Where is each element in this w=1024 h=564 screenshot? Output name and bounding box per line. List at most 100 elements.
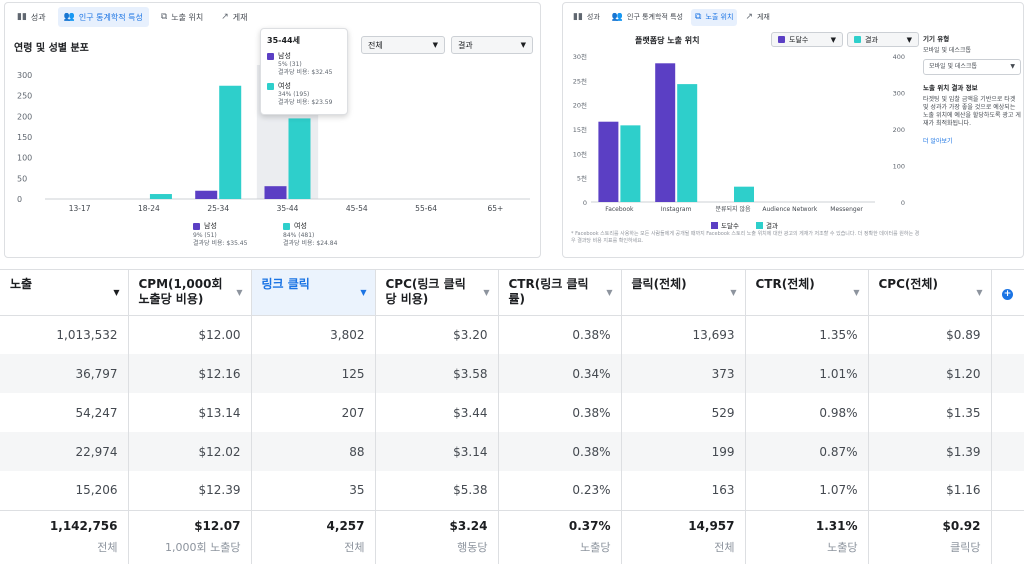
sort-caret-icon[interactable]: ▼ [113,288,120,297]
total-cell: $0.92 클릭당 [868,509,992,564]
empty-cell [991,393,1024,432]
table-cell: 0.38% [498,432,622,471]
male-swatch [193,222,200,230]
plus-circle-icon[interactable]: + [1002,289,1013,300]
bar-chart-icon: ▮▮ [17,12,27,22]
table-cell: 54,247 [0,393,129,432]
chevron-down-icon: ▼ [1010,63,1015,70]
table-cell: $3.58 [375,354,499,393]
trend-icon: ↗ [221,12,229,22]
total-cell: 4,257 전체 [251,509,376,564]
y-tick-label-left: 20천 [573,101,587,110]
total-value: 0.37% [568,518,611,533]
table-row[interactable]: 22,974 $12.02 88 $3.14 0.38% 199 0.87% $1.39 [0,432,1024,471]
tab-performance[interactable]: ▮▮ 성과 [17,12,46,22]
table-row[interactable]: 15,206 $12.39 35 $5.38 0.23% 163 1.07% $1.16 [0,471,1024,510]
bar-chart-icon: ▮▮ [573,12,583,22]
table-row[interactable]: 1,013,532 $12.00 3,802 $3.20 0.38% 13,693 1.35… [0,315,1024,354]
col-header-cpc-all[interactable]: CPC(전체) ▼ [868,270,992,316]
bar-female [219,85,242,199]
device-select[interactable]: 모바일 및 데스크톱 ▼ [923,59,1021,75]
reach-dropdown[interactable]: 도달수 ▼ [771,32,843,47]
total-label: 노출당 [580,540,611,554]
chart-title: 플랫폼당 노출 위치 [635,36,700,45]
table-row[interactable]: 36,797 $12.16 125 $3.58 0.34% 373 1.01% $1.20 [0,354,1024,393]
table-cell: 207 [251,393,376,432]
female-swatch [283,222,290,230]
total-label: 전체 [344,540,365,554]
col-header-cpc-link[interactable]: CPC(링크 클릭당 비용) ▼ [375,270,499,316]
table-cell: 3,802 [251,315,376,354]
tab-performance[interactable]: ▮▮ 성과 [573,12,600,22]
col-header-cpm[interactable]: CPM(1,000회 노출당 비용) ▼ [128,270,252,316]
table-cell: 0.87% [745,432,869,471]
table-cell: 1,013,532 [0,315,129,354]
total-value: 4,257 [326,518,365,533]
sort-caret-icon[interactable]: ▼ [606,288,613,297]
y-tick-label: 150 [17,133,32,142]
people-icon: 👥 [63,12,75,22]
empty-cell [991,509,1024,564]
table-cell: $12.39 [128,471,252,510]
col-header-clicks-all[interactable]: 클릭(전체) ▼ [621,270,746,316]
table-cell: 163 [621,471,746,510]
learn-more-link[interactable]: 더 알아보기 [923,138,953,145]
col-header-impressions[interactable]: 노출 ▼ [0,270,129,316]
total-label: 전체 [97,540,118,554]
segment-dropdown[interactable]: 전체 ▼ [361,36,445,54]
y-tick-label-right: 0 [901,199,905,207]
table-cell: $3.44 [375,393,499,432]
table-cell: $5.38 [375,471,499,510]
result-dropdown[interactable]: 결과 ▼ [847,32,919,47]
total-label: 1,000회 노출당 [165,540,241,554]
bar-female [288,118,311,199]
col-header-link-clicks[interactable]: 링크 클릭 ▼ [251,270,376,316]
table-cell: 0.38% [498,315,622,354]
table-cell: 0.34% [498,354,622,393]
tab-demographics[interactable]: 👥 인구 통계학적 특성 [57,7,149,27]
bar-male [264,186,287,199]
total-cell: 1,142,756 전체 [0,509,129,564]
table-cell: $12.16 [128,354,252,393]
result-swatch [854,36,861,43]
device-info: 기기 유형 모바일 및 데스크톱 모바일 및 데스크톱 ▼ 노출 위치 결과 정보… [923,35,1021,145]
table-cell: $1.16 [868,471,992,510]
sort-caret-icon[interactable]: ▼ [483,288,490,297]
chart-title: 연령 및 성별 분포 [14,43,89,54]
x-tick-label: 25-34 [207,204,229,213]
total-cell: 0.37% 노출당 [498,509,622,564]
tab-placement[interactable]: ⧉ 노출 위치 [691,8,738,26]
metric-dropdown[interactable]: 결과 ▼ [451,36,533,54]
add-column-button[interactable]: + [991,270,1024,316]
table-cell: 125 [251,354,376,393]
col-header-ctr-all[interactable]: CTR(전체) ▼ [745,270,869,316]
sort-caret-icon[interactable]: ▼ [976,288,983,297]
tab-delivery[interactable]: ↗ 게재 [745,12,770,22]
sort-caret-icon[interactable]: ▼ [853,288,860,297]
x-tick-label: 55-64 [415,204,437,213]
y-tick-label-left: 30천 [573,52,587,61]
table-cell: 35 [251,471,376,510]
table-cell: 1.01% [745,354,869,393]
tab-demographics[interactable]: 👥 인구 통계학적 특성 [611,12,683,22]
x-tick-label: Instagram [661,206,692,213]
y-tick-label: 100 [17,154,32,163]
metrics-table: 노출 ▼ CPM(1,000회 노출당 비용) ▼ 링크 클릭 ▼ CPC(링크 클릭… [0,269,1024,564]
table-row[interactable]: 54,247 $13.14 207 $3.44 0.38% 529 0.98% $1.35 [0,393,1024,432]
sort-caret-icon[interactable]: ▼ [730,288,737,297]
x-tick-label: 18-24 [138,204,160,213]
sort-caret-icon[interactable]: ▼ [360,288,367,297]
tab-delivery[interactable]: ↗ 게재 [221,12,248,22]
chevron-down-icon: ▼ [432,41,438,49]
empty-cell [991,432,1024,471]
table-cell: 0.23% [498,471,622,510]
legend-reach-label: 도달수 [721,222,739,230]
col-header-ctr-link[interactable]: CTR(링크 클릭률) ▼ [498,270,622,316]
sort-caret-icon[interactable]: ▼ [236,288,243,297]
empty-cell [991,315,1024,354]
total-cell: $3.24 행동당 [375,509,499,564]
chevron-down-icon: ▼ [906,35,912,44]
total-label: 전체 [714,540,735,554]
tab-placement[interactable]: ⧉ 노출 위치 [160,12,204,22]
placement-chart: 0 5천 10천 15천 20천 25천 30천 0 100 200 300 400 Facebook I… [573,52,905,230]
